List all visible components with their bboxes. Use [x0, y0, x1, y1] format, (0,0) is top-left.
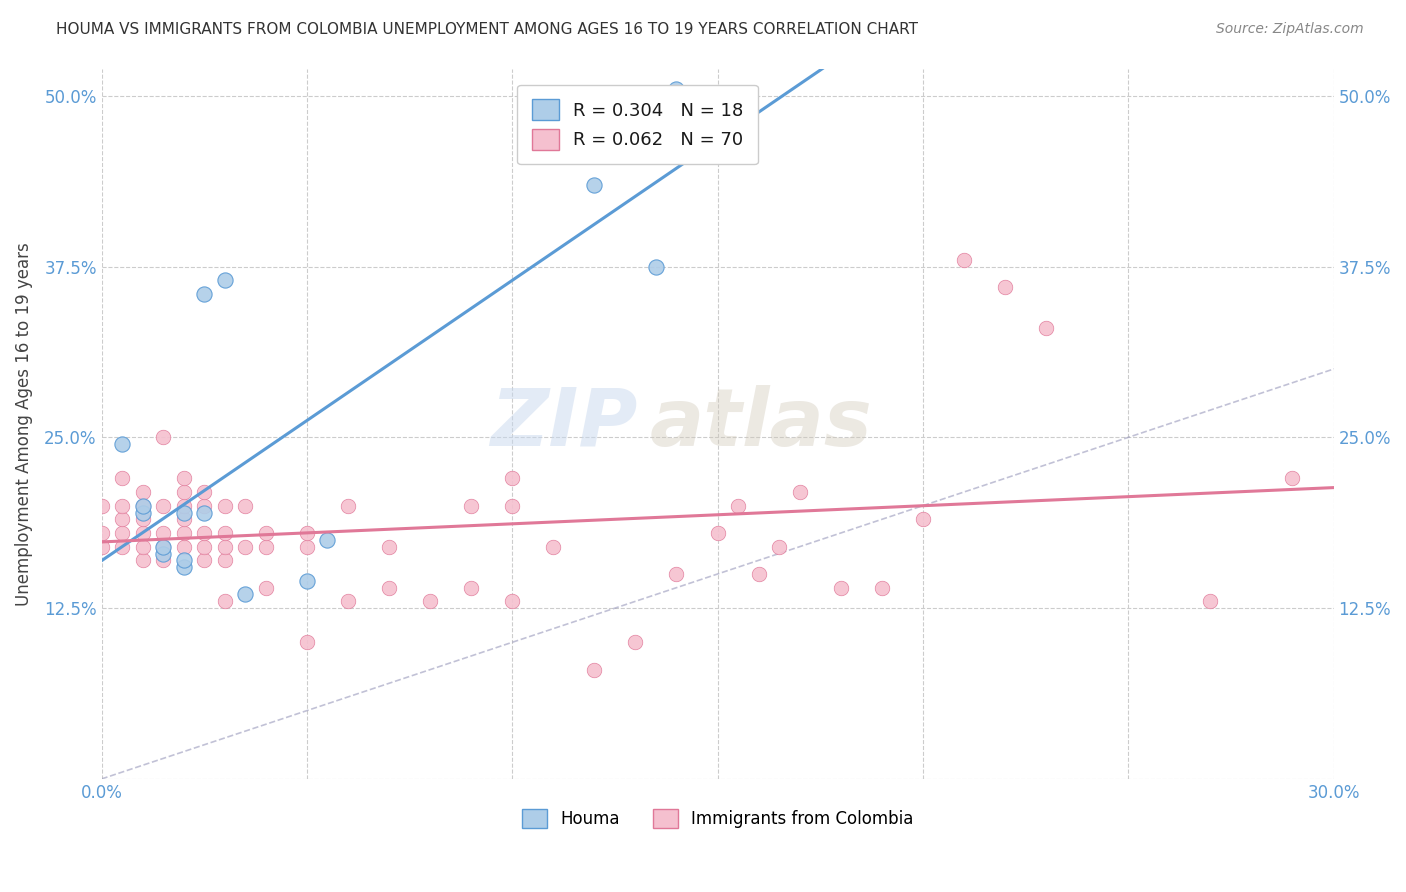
- Point: [193, 540, 215, 554]
- Point: [111, 540, 134, 554]
- Point: [152, 540, 174, 554]
- Point: [233, 587, 256, 601]
- Text: HOUMA VS IMMIGRANTS FROM COLOMBIA UNEMPLOYMENT AMONG AGES 16 TO 19 YEARS CORRELA: HOUMA VS IMMIGRANTS FROM COLOMBIA UNEMPL…: [56, 22, 918, 37]
- Point: [152, 553, 174, 567]
- Point: [295, 574, 318, 588]
- Point: [111, 471, 134, 485]
- Point: [131, 540, 153, 554]
- Point: [789, 485, 811, 500]
- Point: [173, 553, 195, 567]
- Point: [254, 540, 277, 554]
- Point: [90, 526, 112, 541]
- Point: [173, 471, 195, 485]
- Y-axis label: Unemployment Among Ages 16 to 19 years: Unemployment Among Ages 16 to 19 years: [15, 242, 32, 606]
- Legend: Houma, Immigrants from Colombia: Houma, Immigrants from Colombia: [515, 802, 920, 835]
- Point: [665, 566, 688, 581]
- Text: Source: ZipAtlas.com: Source: ZipAtlas.com: [1216, 22, 1364, 37]
- Point: [173, 526, 195, 541]
- Point: [131, 506, 153, 520]
- Point: [501, 471, 523, 485]
- Point: [193, 526, 215, 541]
- Point: [460, 581, 482, 595]
- Point: [1199, 594, 1222, 608]
- Point: [583, 663, 606, 677]
- Point: [111, 512, 134, 526]
- Point: [953, 252, 976, 267]
- Point: [768, 540, 790, 554]
- Point: [233, 540, 256, 554]
- Point: [419, 594, 441, 608]
- Point: [111, 526, 134, 541]
- Point: [90, 540, 112, 554]
- Point: [131, 499, 153, 513]
- Point: [1281, 471, 1303, 485]
- Point: [193, 485, 215, 500]
- Point: [152, 547, 174, 561]
- Point: [152, 499, 174, 513]
- Point: [173, 512, 195, 526]
- Text: ZIP: ZIP: [491, 384, 637, 463]
- Point: [193, 287, 215, 301]
- Point: [111, 437, 134, 451]
- Text: atlas: atlas: [650, 384, 873, 463]
- Point: [254, 526, 277, 541]
- Point: [830, 581, 852, 595]
- Point: [665, 82, 688, 96]
- Point: [911, 512, 934, 526]
- Point: [233, 499, 256, 513]
- Point: [214, 526, 236, 541]
- Point: [501, 499, 523, 513]
- Point: [727, 499, 749, 513]
- Point: [645, 260, 668, 274]
- Point: [131, 526, 153, 541]
- Point: [624, 635, 647, 649]
- Point: [994, 280, 1017, 294]
- Point: [870, 581, 893, 595]
- Point: [214, 499, 236, 513]
- Point: [254, 581, 277, 595]
- Point: [193, 499, 215, 513]
- Point: [336, 499, 359, 513]
- Point: [131, 553, 153, 567]
- Point: [111, 499, 134, 513]
- Point: [295, 526, 318, 541]
- Point: [336, 594, 359, 608]
- Point: [501, 594, 523, 608]
- Point: [173, 506, 195, 520]
- Point: [214, 594, 236, 608]
- Point: [706, 526, 728, 541]
- Point: [543, 540, 565, 554]
- Point: [214, 540, 236, 554]
- Point: [131, 485, 153, 500]
- Point: [193, 506, 215, 520]
- Point: [378, 540, 401, 554]
- Point: [173, 499, 195, 513]
- Point: [583, 178, 606, 192]
- Point: [460, 499, 482, 513]
- Point: [131, 512, 153, 526]
- Point: [193, 553, 215, 567]
- Point: [173, 540, 195, 554]
- Point: [173, 485, 195, 500]
- Point: [624, 129, 647, 144]
- Point: [173, 560, 195, 574]
- Point: [152, 526, 174, 541]
- Point: [152, 540, 174, 554]
- Point: [131, 499, 153, 513]
- Point: [748, 566, 770, 581]
- Point: [214, 553, 236, 567]
- Point: [295, 635, 318, 649]
- Point: [378, 581, 401, 595]
- Point: [152, 430, 174, 444]
- Point: [1035, 321, 1057, 335]
- Point: [90, 499, 112, 513]
- Point: [316, 533, 339, 547]
- Point: [295, 540, 318, 554]
- Point: [214, 273, 236, 287]
